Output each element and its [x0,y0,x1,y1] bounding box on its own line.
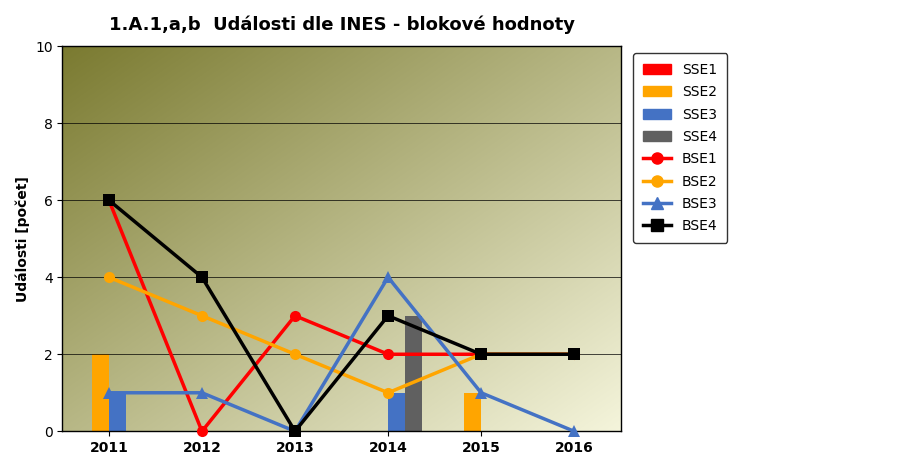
Bar [464,393,481,431]
Legend: SSE1, SSE2, SSE3, SSE4, BSE1, BSE2, BSE3, BSE4: SSE1, SSE2, SSE3, SSE4, BSE1, BSE2, BSE3… [633,53,727,243]
Bar [388,393,405,431]
Bar [109,393,126,431]
Bar [405,316,422,431]
Bar [93,354,109,431]
Y-axis label: Události [počet]: Události [počet] [15,176,30,302]
Title: 1.A.1,a,b  Události dle INES - blokové hodnoty: 1.A.1,a,b Události dle INES - blokové ho… [109,15,574,33]
